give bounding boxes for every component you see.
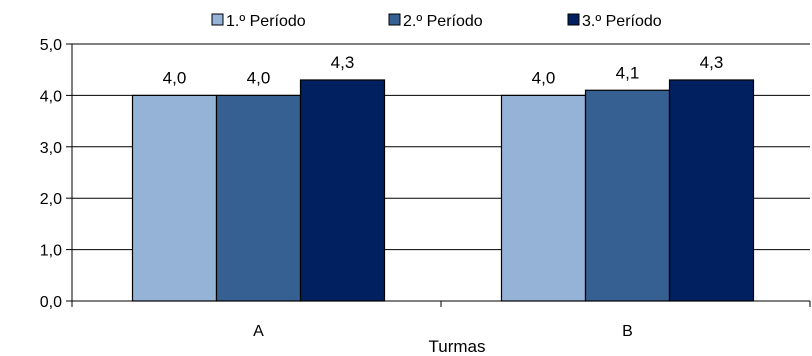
data-label: 4,1	[616, 63, 640, 82]
y-tick-label: 3,0	[40, 140, 62, 157]
bar	[584, 89, 671, 302]
data-label: 4,3	[700, 53, 724, 72]
y-tick-label: 2,0	[40, 191, 62, 208]
legend-swatch	[567, 13, 580, 26]
bar	[215, 94, 302, 302]
y-tick-label: 0,0	[40, 294, 62, 311]
y-tick-labels: 0,0 1,0 2,0 3,0 4,0 5,0	[40, 37, 62, 311]
x-tick-label: B	[622, 323, 633, 340]
legend-label: 1.º Período	[226, 13, 306, 30]
data-label: 4,0	[247, 68, 271, 87]
legend-label: 3.º Período	[582, 13, 662, 30]
legend-swatch	[211, 13, 224, 26]
x-axis-title: Turmas	[429, 337, 486, 356]
data-label: 4,0	[163, 68, 187, 87]
legend-swatch	[388, 13, 401, 26]
y-tick-label: 5,0	[40, 37, 62, 54]
bar	[668, 79, 755, 302]
x-tick-label: A	[253, 323, 264, 340]
bar	[299, 79, 386, 302]
bars	[131, 79, 755, 302]
data-label: 4,0	[532, 68, 556, 87]
bar	[131, 94, 218, 302]
y-tick-label: 4,0	[40, 88, 62, 105]
legend-label: 2.º Período	[403, 13, 483, 30]
legend: 1.º Período 2.º Período 3.º Período	[211, 13, 662, 30]
data-labels: 4,0 4,0 4,3 4,0 4,1 4,3	[163, 53, 724, 87]
data-label: 4,3	[331, 53, 355, 72]
bar	[500, 94, 587, 302]
axes	[71, 44, 811, 307]
y-tick-label: 1,0	[40, 243, 62, 260]
